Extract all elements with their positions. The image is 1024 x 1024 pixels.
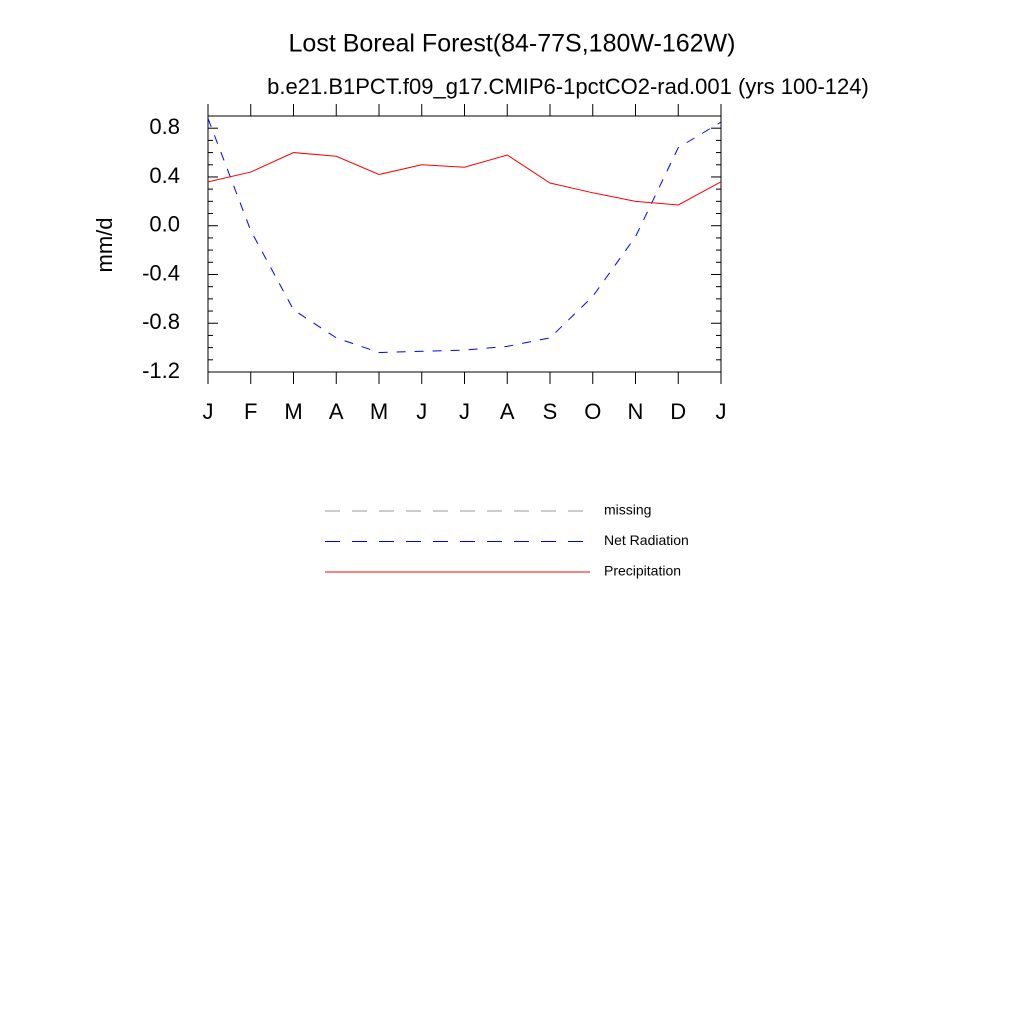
- y-tick-label: -1.2: [142, 358, 180, 383]
- data-line: [207, 152, 722, 206]
- chart-subtitle: b.e21.B1PCT.f09_g17.CMIP6-1pctCO2-rad.00…: [267, 74, 869, 99]
- y-tick-label: -0.8: [142, 309, 180, 334]
- y-axis-label: mm/d: [92, 218, 117, 273]
- y-tick-label: 0.0: [149, 212, 180, 237]
- y-tick-label: 0.8: [149, 114, 180, 139]
- plot-frame: [207, 115, 722, 373]
- x-tick-label: N: [628, 399, 644, 424]
- x-tick-label: F: [244, 399, 257, 424]
- x-tick-label: S: [543, 399, 558, 424]
- data-line: [207, 118, 722, 353]
- y-tick-label: 0.4: [149, 163, 180, 188]
- x-tick-label: D: [670, 399, 686, 424]
- x-tick-label: O: [584, 399, 601, 424]
- y-tick-label: -0.4: [142, 260, 180, 285]
- x-tick-label: M: [284, 399, 302, 424]
- x-tick-label: J: [716, 399, 727, 424]
- x-tick-label: A: [500, 399, 515, 424]
- x-tick-label: A: [329, 399, 344, 424]
- x-tick-label: M: [370, 399, 388, 424]
- legend-label: missing: [604, 502, 651, 518]
- legend-label: Precipitation: [604, 563, 681, 579]
- x-tick-label: J: [416, 399, 427, 424]
- x-tick-label: J: [459, 399, 470, 424]
- x-tick-label: J: [203, 399, 214, 424]
- legend-label: Net Radiation: [604, 532, 689, 548]
- chart-title: Lost Boreal Forest(84-77S,180W-162W): [289, 30, 736, 58]
